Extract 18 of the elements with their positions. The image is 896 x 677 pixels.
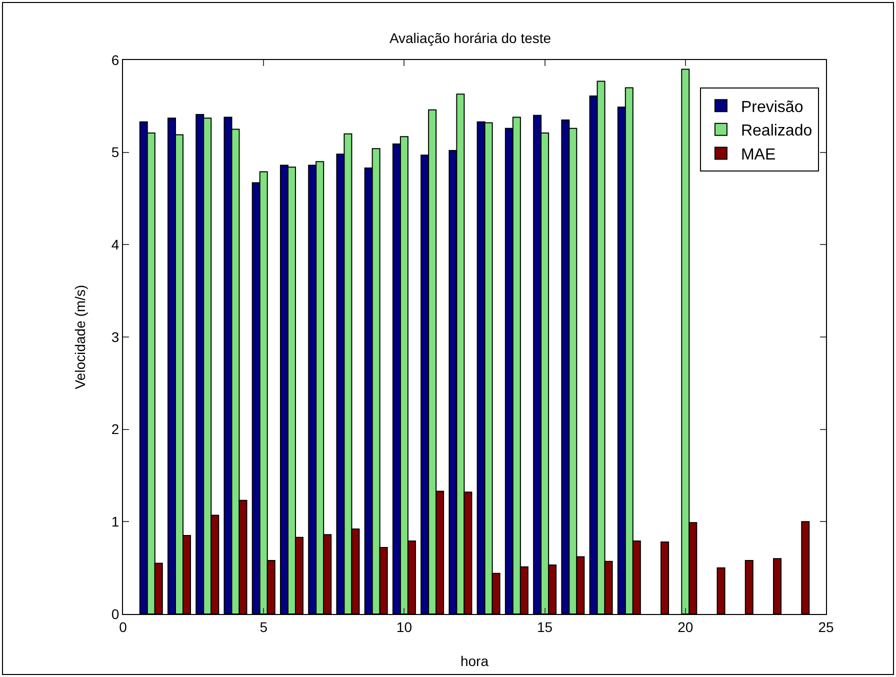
x-tick-label: 10 — [396, 618, 412, 635]
y-axis-title: Velocidade (m/s) — [72, 284, 88, 390]
legend-label: Previsão — [740, 98, 804, 116]
y-tick-label: 3 — [111, 328, 120, 345]
x-axis-title: hora — [460, 653, 489, 669]
x-tick-label: 15 — [537, 618, 553, 635]
y-tick-label: 5 — [111, 144, 120, 160]
legend-label: Realizado — [740, 122, 812, 140]
x-tick-label: 20 — [678, 618, 694, 635]
chart-title: Avaliação horária do teste — [389, 30, 552, 46]
y-tick-label: 0 — [111, 606, 120, 622]
x-tick-label: 25 — [818, 618, 834, 635]
y-tick-label: 1 — [111, 514, 120, 530]
x-tick-label: 5 — [260, 618, 268, 635]
y-tick-label: 2 — [111, 421, 120, 438]
y-tick-label: 4 — [111, 236, 120, 253]
y-tick-label: 6 — [111, 52, 120, 68]
legend-label: MAE — [740, 146, 776, 164]
